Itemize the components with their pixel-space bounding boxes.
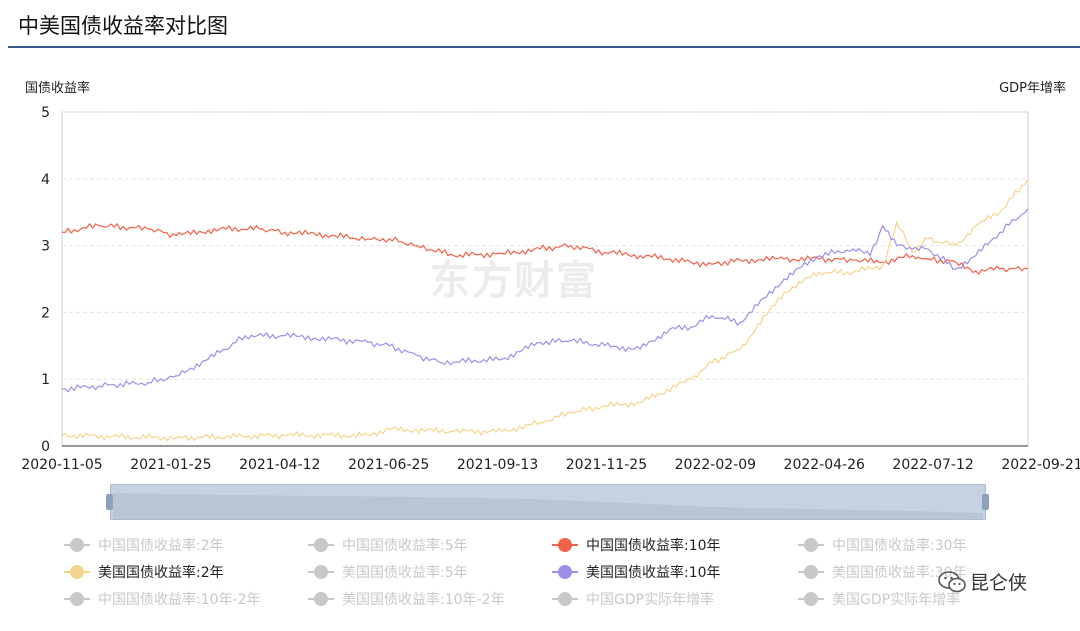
series-line	[61, 208, 1029, 393]
legend-marker	[308, 592, 334, 606]
x-tick-label: 2022-09-21	[1001, 457, 1080, 473]
legend-marker	[308, 565, 334, 579]
legend-item[interactable]: 美国GDP实际年增率	[798, 588, 960, 610]
legend-label: 美国国债收益率:10年-2年	[342, 592, 505, 608]
legend-marker	[798, 592, 824, 606]
series-line	[61, 178, 1029, 442]
legend-item[interactable]: 中国国债收益率:10年	[552, 534, 721, 556]
legend-marker	[308, 538, 334, 552]
zoom-slider-preview	[113, 493, 983, 519]
plot-frame	[61, 111, 1029, 447]
legend-label: 中国国债收益率:10年	[586, 538, 721, 554]
legend-marker	[64, 592, 90, 606]
x-tick-label: 2021-04-12	[239, 457, 320, 473]
y-tick-label: 4	[41, 172, 50, 188]
legend-label: 美国GDP实际年增率	[832, 592, 961, 608]
x-tick-label: 2021-09-13	[457, 457, 538, 473]
chart-legend: 中国国债收益率:2年 中国国债收益率:5年 中国国债收益率:10年 中国国债收益率:3…	[0, 530, 1080, 620]
legend-label: 美国国债收益率:10年	[586, 565, 721, 581]
legend-item[interactable]: 美国国债收益率:30年	[798, 561, 967, 583]
legend-marker	[64, 565, 90, 579]
legend-item[interactable]: 中国国债收益率:2年	[64, 534, 224, 556]
legend-marker	[798, 565, 824, 579]
x-tick-label: 2022-04-26	[784, 457, 865, 473]
y-tick-label: 5	[41, 105, 50, 121]
legend-marker	[552, 538, 578, 552]
wechat-icon	[938, 570, 966, 592]
legend-label: 中国国债收益率:30年	[832, 538, 967, 554]
y-tick-label: 2	[41, 305, 50, 321]
zoom-handle-right[interactable]	[982, 494, 989, 510]
legend-item[interactable]: 中国国债收益率:5年	[308, 534, 468, 556]
x-tick-label: 2020-11-05	[21, 457, 102, 473]
legend-label: 中国国债收益率:5年	[342, 538, 468, 554]
y-tick-label: 3	[41, 239, 50, 255]
series-line	[61, 222, 1029, 276]
legend-item[interactable]: 美国国债收益率:2年	[64, 561, 224, 583]
zoom-handle-left[interactable]	[106, 494, 113, 510]
chart-plot: 0 1 2 3 4 5 2020-11-05 2021-01-25 2021-04-12 2021…	[21, 105, 1080, 473]
title-divider	[8, 46, 1080, 48]
legend-label: 中国国债收益率:2年	[98, 538, 224, 554]
x-tick-label: 2021-01-25	[130, 457, 211, 473]
legend-marker	[798, 538, 824, 552]
legend-marker	[552, 592, 578, 606]
legend-label: 美国国债收益率:2年	[98, 565, 224, 581]
watermark: 东方财富	[430, 258, 598, 304]
y-tick-label: 1	[41, 372, 50, 388]
x-tick-label: 2021-11-25	[566, 457, 647, 473]
y-axis-left-label: 国债收益率	[25, 81, 91, 96]
zoom-slider-track[interactable]	[110, 484, 986, 520]
legend-label: 美国国债收益率:30年	[832, 565, 967, 581]
page-title: 中美国债收益率对比图	[18, 14, 228, 38]
y-tick-label: 0	[41, 439, 50, 455]
legend-item[interactable]: 美国国债收益率:5年	[308, 561, 468, 583]
legend-marker	[552, 565, 578, 579]
x-tick-label: 2022-02-09	[675, 457, 756, 473]
legend-marker	[64, 538, 90, 552]
x-tick-label: 2021-06-25	[348, 457, 429, 473]
legend-label: 美国国债收益率:5年	[342, 565, 468, 581]
legend-item[interactable]: 中国国债收益率:10年-2年	[64, 588, 261, 610]
legend-item[interactable]: 中国国债收益率:30年	[798, 534, 967, 556]
legend-label: 中国GDP实际年增率	[586, 592, 715, 608]
legend-item[interactable]: 美国国债收益率:10年	[552, 561, 721, 583]
brand-badge: 昆仑侠	[938, 568, 1027, 595]
legend-item[interactable]: 美国国债收益率:10年-2年	[308, 588, 505, 610]
legend-label: 中国国债收益率:10年-2年	[98, 592, 261, 608]
x-tick-label: 2022-07-12	[892, 457, 973, 473]
y-axis-right-label: GDP年增率	[999, 81, 1066, 96]
brand-name: 昆仑侠	[970, 572, 1028, 594]
legend-item[interactable]: 中国GDP实际年增率	[552, 588, 714, 610]
